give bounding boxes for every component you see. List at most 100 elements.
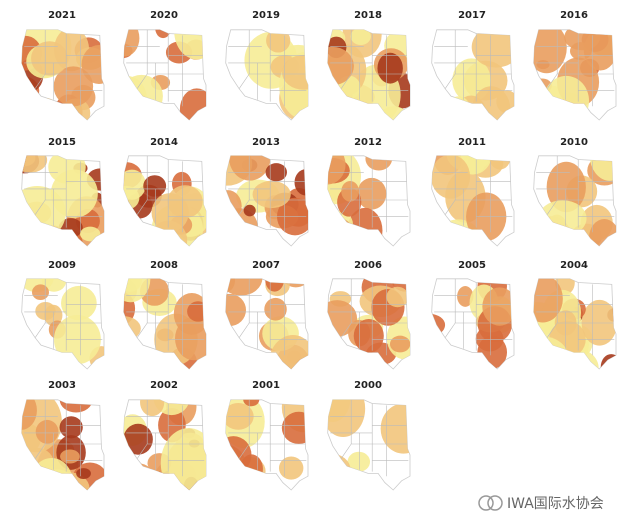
drought-area bbox=[155, 29, 171, 39]
drought-map: 2020 bbox=[123, 10, 207, 121]
drought-area bbox=[28, 97, 61, 120]
state-border bbox=[136, 73, 148, 89]
drought-area bbox=[327, 465, 364, 490]
drought-area bbox=[32, 284, 49, 301]
drought-area bbox=[431, 155, 471, 199]
drought-area bbox=[365, 155, 393, 171]
year-label: 2016 bbox=[560, 10, 588, 21]
year-label: 2001 bbox=[252, 380, 280, 391]
year-label: 2004 bbox=[560, 260, 588, 271]
drought-area bbox=[327, 453, 351, 487]
year-label: 2008 bbox=[150, 260, 178, 271]
drought-area bbox=[225, 293, 247, 327]
state-border bbox=[238, 322, 250, 338]
drought-area bbox=[123, 29, 140, 57]
drought-area bbox=[59, 416, 83, 439]
year-label: 2002 bbox=[150, 380, 178, 391]
year-label: 2018 bbox=[354, 10, 382, 21]
year-label: 2011 bbox=[458, 137, 486, 148]
year-label: 2014 bbox=[150, 137, 178, 148]
drought-area bbox=[31, 41, 68, 76]
drought-area bbox=[265, 278, 284, 292]
drought-area bbox=[80, 226, 101, 242]
drought-map: 2001 bbox=[225, 380, 309, 491]
watermark-icon bbox=[478, 495, 494, 511]
drought-area bbox=[228, 155, 271, 181]
drought-area bbox=[59, 399, 93, 413]
drought-areas bbox=[327, 29, 410, 120]
drought-area bbox=[380, 403, 410, 454]
drought-map: 2016 bbox=[533, 10, 617, 121]
state-border bbox=[34, 322, 46, 338]
drought-area bbox=[588, 219, 616, 246]
drought-area bbox=[22, 101, 50, 120]
year-label: 2020 bbox=[150, 10, 178, 21]
state-border bbox=[136, 322, 148, 338]
drought-area bbox=[60, 449, 80, 464]
drought-map: 2021 bbox=[21, 10, 105, 121]
drought-area bbox=[174, 29, 206, 60]
state-border bbox=[238, 73, 250, 89]
drought-area bbox=[21, 185, 66, 241]
drought-area bbox=[240, 454, 263, 484]
drought-map: 2015 bbox=[21, 137, 105, 247]
drought-map: 2004 bbox=[533, 260, 617, 370]
drought-area bbox=[35, 419, 59, 444]
drought-area bbox=[431, 314, 446, 337]
drought-area bbox=[327, 469, 371, 490]
drought-area bbox=[538, 200, 587, 237]
drought-map: 2006 bbox=[327, 260, 411, 370]
drought-area bbox=[175, 316, 206, 361]
drought-map: 2018 bbox=[327, 10, 411, 121]
drought-area bbox=[589, 155, 616, 181]
state-border bbox=[546, 73, 558, 89]
drought-map: 2013 bbox=[225, 137, 309, 247]
state-border bbox=[546, 322, 558, 338]
drought-area bbox=[327, 399, 366, 437]
state-border bbox=[444, 73, 456, 89]
drought-area bbox=[282, 54, 308, 90]
drought-area bbox=[225, 464, 248, 490]
drought-area bbox=[21, 399, 37, 430]
drought-area bbox=[471, 29, 514, 68]
drought-area bbox=[457, 286, 474, 307]
drought-area bbox=[123, 423, 153, 455]
drought-area bbox=[123, 278, 142, 292]
drought-area bbox=[61, 285, 97, 321]
drought-area bbox=[546, 161, 586, 213]
drought-area bbox=[454, 352, 483, 369]
drought-area bbox=[583, 29, 616, 71]
year-label: 2010 bbox=[560, 137, 588, 148]
drought-area bbox=[53, 66, 94, 107]
drought-area bbox=[482, 287, 514, 326]
drought-map: 2003 bbox=[21, 380, 105, 491]
drought-area bbox=[243, 399, 260, 407]
drought-map: 2012 bbox=[327, 137, 411, 247]
drought-area bbox=[454, 95, 487, 120]
drought-area bbox=[327, 218, 356, 246]
drought-area bbox=[179, 88, 206, 120]
drought-areas bbox=[327, 155, 393, 246]
state-border bbox=[136, 443, 148, 459]
drought-area bbox=[447, 96, 471, 120]
state-border bbox=[340, 322, 352, 338]
state-border bbox=[238, 443, 250, 459]
drought-area bbox=[327, 46, 354, 86]
drought-areas bbox=[123, 399, 206, 490]
year-label: 2000 bbox=[354, 380, 382, 391]
year-label: 2013 bbox=[252, 137, 280, 148]
drought-area bbox=[225, 436, 252, 474]
drought-area bbox=[389, 335, 410, 353]
drought-area bbox=[327, 155, 346, 185]
drought-area bbox=[266, 29, 291, 53]
drought-area bbox=[160, 428, 206, 490]
drought-area bbox=[21, 348, 43, 369]
drought-area bbox=[243, 204, 256, 217]
drought-areas bbox=[21, 29, 105, 120]
drought-area bbox=[265, 163, 288, 182]
drought-map: 2010 bbox=[533, 137, 617, 247]
drought-area bbox=[123, 75, 147, 120]
drought-area bbox=[488, 155, 511, 170]
drought-area bbox=[81, 44, 105, 85]
